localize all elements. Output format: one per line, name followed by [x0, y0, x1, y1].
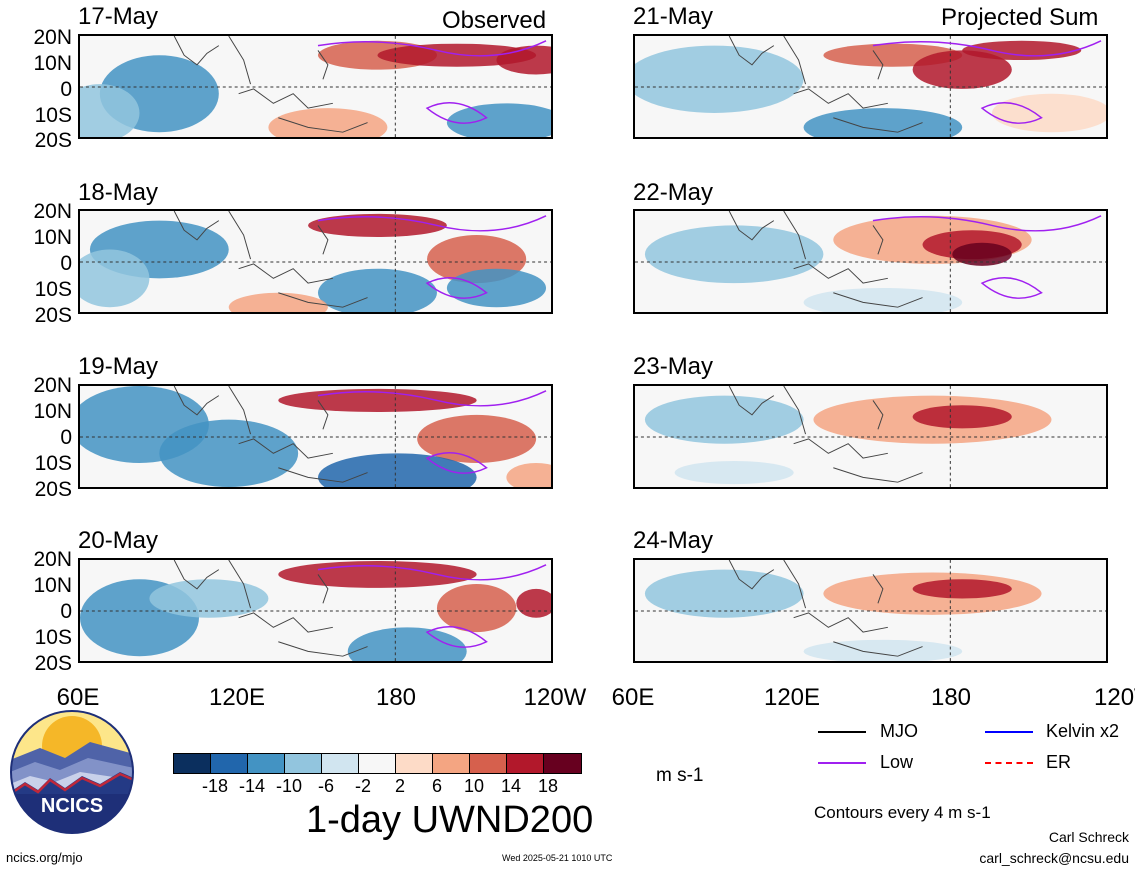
- map-field: [80, 211, 551, 312]
- lat-label: 10N: [33, 226, 72, 249]
- panel-date-projected-4: 24-May: [633, 527, 714, 554]
- colorbar-tick: 10: [463, 776, 485, 796]
- lon-label: 180: [375, 684, 417, 711]
- panel-date-projected-3: 23-May: [633, 353, 714, 380]
- lat-label: 10S: [34, 104, 72, 127]
- credit-timestamp: Wed 2025-05-21 1010 UTC: [502, 853, 613, 863]
- credit-site: ncics.org/mjo: [6, 850, 83, 865]
- lat-label: 10S: [34, 278, 72, 301]
- panel-date-projected-1: 21-May: [633, 3, 714, 30]
- colorbar-swatch: [285, 754, 322, 773]
- legend-label-er: ER: [1046, 752, 1072, 772]
- lat-label: 20S: [34, 304, 72, 327]
- logo-text: NCICS: [41, 795, 103, 817]
- legend-line-er: [985, 762, 1033, 764]
- map-field: [80, 560, 551, 661]
- lon-label: 180: [930, 684, 972, 711]
- lat-label: 20N: [33, 26, 72, 49]
- contour-note: Contours every 4 m s-1: [814, 803, 991, 822]
- colorbar-swatch: [396, 754, 433, 773]
- map-panel-observed-2: [78, 209, 553, 314]
- colorbar-swatch: [211, 754, 248, 773]
- map-panel-observed-1: [78, 34, 553, 139]
- panel-date-observed-2: 18-May: [78, 179, 159, 206]
- lat-label: 20N: [33, 200, 72, 223]
- map-panel-observed-3: [78, 384, 553, 489]
- lon-label: 60E: [56, 684, 100, 711]
- colorbar-tick: -2: [354, 776, 371, 796]
- map-field: [635, 560, 1106, 661]
- colorbar-swatch: [433, 754, 470, 773]
- legend-line-low: [818, 762, 866, 764]
- colorbar-swatch: [248, 754, 285, 773]
- ncics-logo: NCICS: [10, 710, 134, 834]
- colorbar: [173, 753, 582, 774]
- observed-header: Observed: [442, 7, 547, 34]
- legend-line-kelvin: [985, 731, 1033, 733]
- colorbar-tick: 6: [431, 776, 442, 796]
- map-panel-projected-4: [633, 558, 1108, 663]
- panel-date-observed-3: 19-May: [78, 353, 159, 380]
- lon-label: 120E: [763, 684, 821, 711]
- legend-line-mjo: [818, 731, 866, 733]
- lat-label: 20S: [34, 478, 72, 501]
- colorbar-tick: -14: [238, 776, 265, 796]
- lat-label: 0: [60, 426, 72, 449]
- lon-label: 120W: [523, 684, 587, 711]
- colorbar-swatch: [544, 754, 581, 773]
- colorbar-tick: 18: [537, 776, 559, 796]
- panel-date-observed-1: 17-May: [78, 3, 159, 30]
- colorbar-tick: -10: [275, 776, 302, 796]
- colorbar-tick: 2: [394, 776, 405, 796]
- colorbar-swatch: [359, 754, 396, 773]
- lat-label: 10N: [33, 400, 72, 423]
- lat-label: 10N: [33, 574, 72, 597]
- lat-label: 20S: [34, 652, 72, 675]
- lat-label: 0: [60, 78, 72, 101]
- colorbar-swatch: [174, 754, 211, 773]
- lat-label: 10N: [33, 52, 72, 75]
- credit-email: carl_schreck@ncsu.edu: [979, 850, 1129, 866]
- map-panel-projected-3: [633, 384, 1108, 489]
- panel-date-observed-4: 20-May: [78, 527, 159, 554]
- map-field: [635, 211, 1106, 312]
- map-panel-projected-1: [633, 34, 1108, 139]
- legend-label-kelvin: Kelvin x2: [1046, 721, 1120, 741]
- map-field: [80, 386, 551, 487]
- colorbar-tick: -6: [317, 776, 334, 796]
- colorbar-swatch: [507, 754, 544, 773]
- colorbar-tick: -18: [201, 776, 228, 796]
- lat-label: 0: [60, 600, 72, 623]
- lat-label: 10S: [34, 452, 72, 475]
- chart-title: 1-day UWND200: [306, 799, 594, 841]
- colorbar-tick: 14: [500, 776, 522, 796]
- panel-date-projected-2: 22-May: [633, 179, 714, 206]
- lon-label: 120E: [208, 684, 266, 711]
- map-panel-projected-2: [633, 209, 1108, 314]
- lat-label: 0: [60, 252, 72, 275]
- legend-label-mjo: MJO: [880, 721, 918, 741]
- lat-label: 20N: [33, 548, 72, 571]
- map-field: [635, 36, 1106, 137]
- map-field: [635, 386, 1106, 487]
- legend-label-low: Low: [880, 752, 914, 772]
- lon-label: 60E: [611, 684, 655, 711]
- colorbar-swatch: [470, 754, 507, 773]
- map-field: [80, 36, 551, 137]
- lon-label: 120W: [1094, 686, 1135, 710]
- lat-label: 10S: [34, 626, 72, 649]
- colorbar-units: m s-1: [656, 765, 704, 786]
- map-panel-observed-4: [78, 558, 553, 663]
- projected-header: Projected Sum: [941, 4, 1099, 31]
- colorbar-swatch: [322, 754, 359, 773]
- credit-author: Carl Schreck: [1048, 829, 1129, 845]
- lat-label: 20S: [34, 129, 72, 152]
- lat-label: 20N: [33, 374, 72, 397]
